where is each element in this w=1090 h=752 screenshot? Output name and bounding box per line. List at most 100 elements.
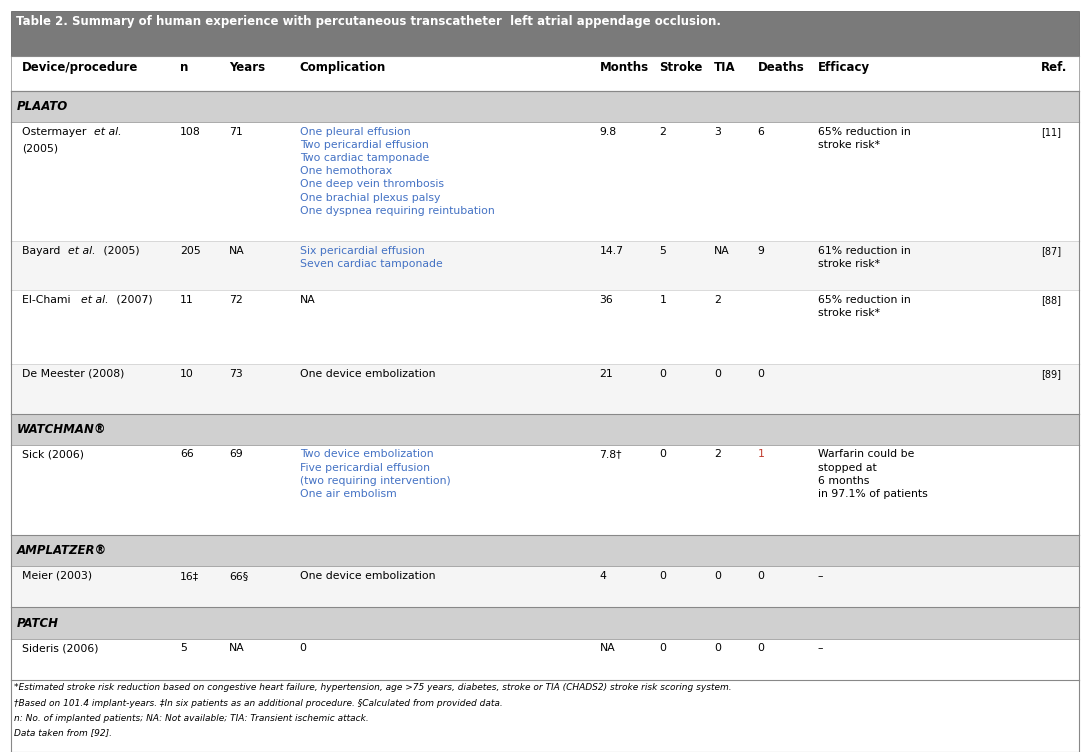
Text: 6: 6 <box>758 126 764 137</box>
Text: et al.: et al. <box>94 126 121 137</box>
Text: –: – <box>818 571 823 581</box>
Text: Table 2. Summary of human experience with percutaneous transcatheter  left atria: Table 2. Summary of human experience wit… <box>16 15 722 28</box>
Bar <box>11 608 1079 638</box>
Text: 0: 0 <box>714 571 720 581</box>
Text: 69: 69 <box>229 450 243 459</box>
Text: 0: 0 <box>659 571 666 581</box>
Text: 66: 66 <box>180 450 194 459</box>
Text: 108: 108 <box>180 126 201 137</box>
Text: 9.8: 9.8 <box>600 126 617 137</box>
Text: 2: 2 <box>659 126 666 137</box>
Text: Warfarin could be
stopped at
6 months
in 97.1% of patients: Warfarin could be stopped at 6 months in… <box>818 450 928 499</box>
Bar <box>11 241 1079 290</box>
Bar <box>11 566 1079 608</box>
Text: Six pericardial effusion
Seven cardiac tamponade: Six pericardial effusion Seven cardiac t… <box>300 246 443 269</box>
Text: TIA: TIA <box>714 61 736 74</box>
Text: 21: 21 <box>600 369 614 379</box>
Text: Complication: Complication <box>300 61 386 74</box>
Text: 36: 36 <box>600 295 614 305</box>
Text: (2007): (2007) <box>113 295 153 305</box>
Bar <box>11 290 1079 365</box>
Text: 3: 3 <box>714 126 720 137</box>
Text: [88]: [88] <box>1041 295 1061 305</box>
Text: 65% reduction in
stroke risk*: 65% reduction in stroke risk* <box>818 126 910 150</box>
Text: 73: 73 <box>229 369 243 379</box>
Bar <box>11 680 1079 752</box>
Text: n: No. of implanted patients; NA: Not available; TIA: Transient ischemic attack.: n: No. of implanted patients; NA: Not av… <box>14 714 368 723</box>
Text: NA: NA <box>300 295 315 305</box>
Text: [89]: [89] <box>1041 369 1061 379</box>
Text: [87]: [87] <box>1041 246 1061 256</box>
Text: 0: 0 <box>758 571 764 581</box>
Text: Deaths: Deaths <box>758 61 804 74</box>
Bar <box>11 91 1079 122</box>
Text: 5: 5 <box>659 246 666 256</box>
Bar <box>11 11 1079 56</box>
Text: (2005): (2005) <box>22 143 58 153</box>
Text: NA: NA <box>229 246 244 256</box>
Text: 0: 0 <box>659 369 666 379</box>
Text: One device embolization: One device embolization <box>300 571 435 581</box>
Bar <box>11 535 1079 566</box>
Text: 0: 0 <box>300 643 306 653</box>
Text: 5: 5 <box>180 643 186 653</box>
Text: 16‡: 16‡ <box>180 571 199 581</box>
Text: †Based on 101.4 implant-years. ‡In six patients as an additional procedure. §Cal: †Based on 101.4 implant-years. ‡In six p… <box>14 699 502 708</box>
Text: 10: 10 <box>180 369 194 379</box>
Bar <box>11 638 1079 680</box>
Text: One pleural effusion
Two pericardial effusion
Two cardiac tamponade
One hemothor: One pleural effusion Two pericardial eff… <box>300 126 495 216</box>
Text: Ostermayer: Ostermayer <box>22 126 89 137</box>
Text: Ref.: Ref. <box>1041 61 1067 74</box>
Text: 0: 0 <box>659 450 666 459</box>
Text: 0: 0 <box>758 369 764 379</box>
Text: AMPLATZER®: AMPLATZER® <box>16 544 107 557</box>
Text: 0: 0 <box>714 369 720 379</box>
Text: 205: 205 <box>180 246 201 256</box>
Text: 71: 71 <box>229 126 243 137</box>
Text: (2005): (2005) <box>100 246 140 256</box>
Text: 66§: 66§ <box>229 571 249 581</box>
Text: Sideris (2006): Sideris (2006) <box>22 643 98 653</box>
Text: 61% reduction in
stroke risk*: 61% reduction in stroke risk* <box>818 246 910 269</box>
Bar <box>11 122 1079 241</box>
Text: Device/procedure: Device/procedure <box>22 61 138 74</box>
Text: One device embolization: One device embolization <box>300 369 435 379</box>
Bar <box>11 365 1079 414</box>
Text: 0: 0 <box>758 643 764 653</box>
Text: Data taken from [92].: Data taken from [92]. <box>14 729 112 738</box>
Text: NA: NA <box>229 643 244 653</box>
Text: –: – <box>818 643 823 653</box>
Text: 0: 0 <box>714 643 720 653</box>
Text: n: n <box>180 61 189 74</box>
Text: *Estimated stroke risk reduction based on congestive heart failure, hypertension: *Estimated stroke risk reduction based o… <box>14 684 731 693</box>
Text: 4: 4 <box>600 571 606 581</box>
Text: 11: 11 <box>180 295 194 305</box>
Text: 72: 72 <box>229 295 243 305</box>
Text: 0: 0 <box>659 643 666 653</box>
Text: 1: 1 <box>758 450 764 459</box>
Text: Sick (2006): Sick (2006) <box>22 450 84 459</box>
Text: Bayard: Bayard <box>22 246 63 256</box>
Text: De Meester (2008): De Meester (2008) <box>22 369 124 379</box>
Text: Meier (2003): Meier (2003) <box>22 571 92 581</box>
Bar <box>11 414 1079 445</box>
Text: El-Chami: El-Chami <box>22 295 74 305</box>
Text: NA: NA <box>600 643 615 653</box>
Text: et al.: et al. <box>81 295 108 305</box>
Text: 7.8†: 7.8† <box>600 450 622 459</box>
Text: 2: 2 <box>714 295 720 305</box>
Text: 14.7: 14.7 <box>600 246 623 256</box>
Text: PLAATO: PLAATO <box>16 100 68 113</box>
Text: 1: 1 <box>659 295 666 305</box>
Bar <box>11 445 1079 535</box>
Text: Stroke: Stroke <box>659 61 703 74</box>
Text: NA: NA <box>714 246 729 256</box>
Bar <box>11 56 1079 91</box>
Text: WATCHMAN®: WATCHMAN® <box>16 423 106 435</box>
Text: Months: Months <box>600 61 649 74</box>
Text: 65% reduction in
stroke risk*: 65% reduction in stroke risk* <box>818 295 910 318</box>
Text: Efficacy: Efficacy <box>818 61 870 74</box>
Text: 9: 9 <box>758 246 764 256</box>
Text: Two device embolization
Five pericardial effusion
(two requiring intervention)
O: Two device embolization Five pericardial… <box>300 450 450 499</box>
Text: Years: Years <box>229 61 265 74</box>
